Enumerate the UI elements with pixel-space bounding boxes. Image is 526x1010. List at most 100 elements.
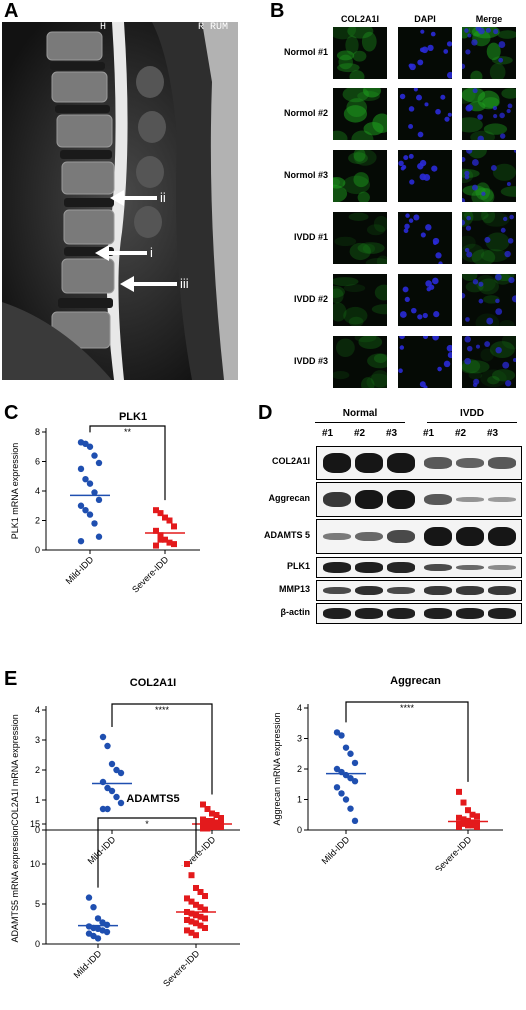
plk1-point — [95, 459, 103, 467]
adamts5-point — [193, 912, 199, 919]
wb-band — [355, 489, 383, 510]
wb-lane-label: #2 — [354, 428, 366, 439]
col2a1i-point — [104, 805, 111, 813]
aggrecan-point — [469, 819, 476, 826]
aggrecan-point — [333, 729, 341, 736]
aggrecan-y-tick-label: 1 — [297, 795, 302, 805]
col2a1i-significance-label: **** — [155, 705, 170, 715]
micro-cell — [333, 150, 387, 202]
plk1-y-tick-label: 8 — [35, 427, 40, 437]
panel-label-c: C — [4, 402, 19, 424]
adamts5-point — [193, 932, 199, 939]
aggrecan-point — [333, 784, 341, 791]
plk1-point — [157, 510, 164, 517]
col2a1i-point — [117, 799, 125, 807]
mri-image — [2, 22, 238, 380]
adamts5-point — [103, 921, 111, 928]
wb-band — [488, 497, 516, 502]
plk1-y-label: PLK1 mRNA expression — [10, 443, 20, 540]
adamts5-point — [94, 935, 102, 942]
wb-band — [424, 608, 452, 619]
plk1-point — [157, 536, 164, 543]
plk1-y-tick-label: 6 — [35, 457, 40, 467]
adamts5-point — [197, 922, 204, 929]
micro-col-header-col2a1i: COL2A1I — [340, 14, 379, 24]
adamts5-point — [188, 898, 195, 905]
plk1-point — [77, 502, 85, 509]
plk1-point — [166, 539, 173, 546]
aggrecan-title: Aggrecan — [390, 676, 441, 687]
aggrecan-y-tick-label: 3 — [297, 734, 302, 744]
col2a1i-point — [204, 825, 211, 832]
micro-col-header-merge: Merge — [475, 14, 503, 24]
plk1-point — [153, 527, 159, 534]
col2a1i-y-tick-label: 1 — [35, 795, 40, 805]
wb-band — [323, 491, 351, 508]
aggrecan-point — [342, 796, 350, 803]
plk1-y-tick-label: 2 — [35, 516, 40, 526]
aggrecan-y-tick-label: 2 — [297, 764, 302, 774]
col2a1i-y-tick-label: 2 — [35, 765, 40, 775]
aggrecan-x-tick-label: Mild-IDD — [320, 834, 352, 866]
col2a1i-y-tick-label: 3 — [35, 735, 40, 745]
adamts5-point — [94, 915, 102, 922]
aggrecan-point — [351, 759, 359, 767]
plk1-x-tick-label: Severe-IDD — [130, 554, 171, 595]
adamts5-point — [184, 861, 190, 867]
adamts5-point — [184, 917, 190, 923]
plk1-point — [153, 507, 159, 514]
wb-band — [323, 453, 351, 473]
aggrecan-point — [338, 732, 345, 739]
adamts5-significance-bracket — [97, 817, 197, 888]
adamts5-point — [197, 889, 204, 895]
panel-label-a: A — [4, 0, 19, 22]
wb-blot-row — [316, 519, 522, 554]
wb-lane-label: #2 — [455, 428, 467, 439]
aggrecan-point — [456, 788, 462, 795]
plk1-point — [171, 541, 177, 548]
col2a1i-point — [204, 806, 211, 812]
micro-row-label: Normol #1 — [283, 47, 328, 57]
micro-cell — [333, 274, 387, 326]
wb-band — [456, 585, 484, 596]
adamts5-x-tick-label: Severe-IDD — [161, 948, 202, 989]
adamts5-point — [193, 901, 199, 908]
adamts5-y-tick-label: 15 — [30, 819, 40, 829]
aggrecan-point — [469, 822, 476, 829]
col2a1i-point — [99, 733, 107, 741]
adamts5-point — [197, 904, 204, 911]
aggrecan-y-tick-label: 4 — [297, 703, 302, 713]
adamts5-point — [197, 913, 204, 920]
col2a1i-point — [117, 769, 125, 777]
plk1-point — [171, 523, 177, 530]
adamts5-point — [85, 894, 93, 901]
chart-aggrecan: Aggrecan 0 1 2 3 4 Aggrecan mRNA expression Mil… — [272, 676, 503, 871]
adamts5-point — [193, 920, 199, 927]
mri-corner-label-right: R RUM — [198, 22, 229, 33]
adamts5-point — [184, 927, 190, 934]
micro-cell — [333, 88, 387, 140]
plk1-point — [82, 506, 89, 514]
wb-group-ivdd-line — [427, 422, 517, 423]
col2a1i-y-tick-label: 4 — [35, 705, 40, 715]
adamts5-y-tick-label: 5 — [35, 899, 40, 909]
col2a1i-point — [209, 810, 215, 817]
micro-cell — [398, 212, 452, 264]
aggrecan-point — [460, 799, 467, 806]
micro-cell — [462, 336, 516, 388]
mri-arrow-label-iii: iii — [180, 276, 189, 291]
adamts5-point — [202, 925, 208, 931]
mri-corner-label-left: H — [100, 22, 107, 33]
aggrecan-point — [351, 778, 359, 785]
aggrecan-point — [347, 774, 354, 782]
micro-cell — [398, 27, 452, 79]
adamts5-title: ADAMTS5 — [126, 793, 179, 805]
wb-protein-label: MMP13 — [278, 583, 310, 594]
col2a1i-point — [218, 815, 224, 821]
aggrecan-point — [456, 823, 462, 830]
col2a1i-point — [104, 784, 111, 792]
wb-band — [355, 608, 383, 619]
wb-blot-row — [316, 603, 522, 624]
col2a1i-point — [104, 742, 111, 750]
